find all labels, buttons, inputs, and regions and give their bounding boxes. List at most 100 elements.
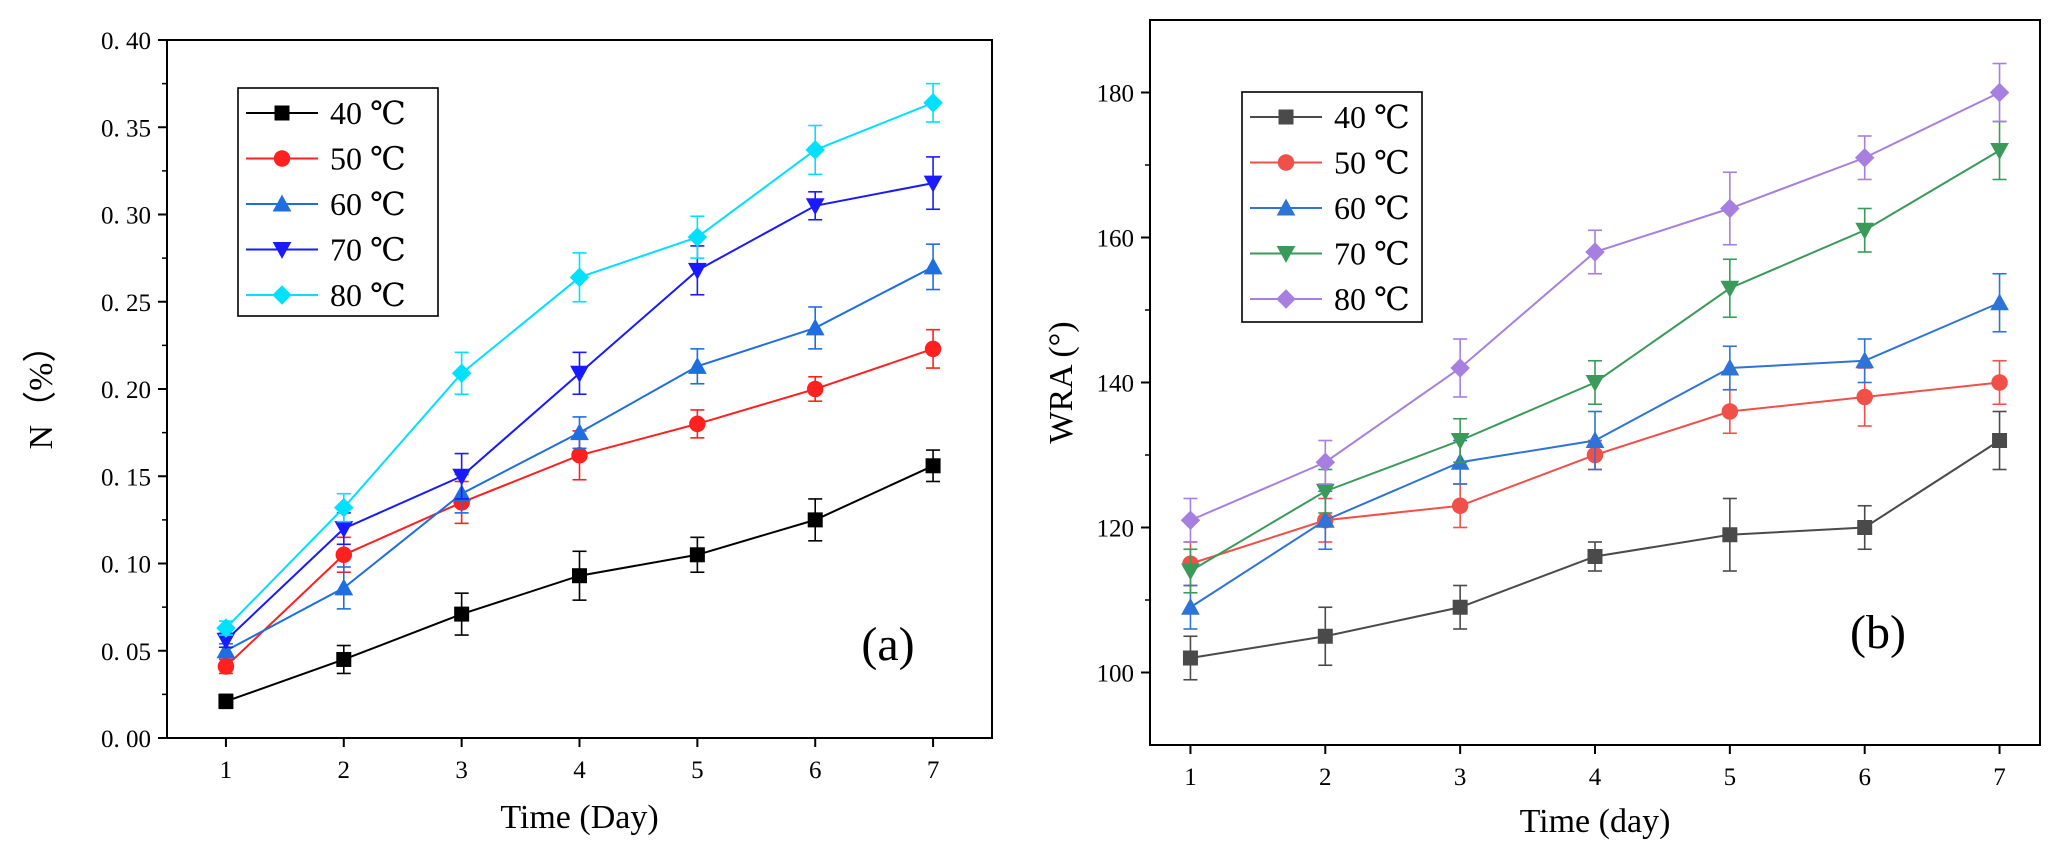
legend-label-b-1: 50 ℃ xyxy=(1334,145,1410,181)
legend-label-a-3: 70 ℃ xyxy=(330,232,406,268)
legend-marker-b-1 xyxy=(1277,154,1295,171)
data-point-b-2 xyxy=(1855,351,1875,369)
data-point-a-0 xyxy=(218,693,234,709)
data-point-b-0 xyxy=(1722,527,1738,543)
data-point-a-0 xyxy=(807,512,823,528)
data-point-a-4 xyxy=(805,140,825,160)
data-point-a-2 xyxy=(216,641,236,659)
data-point-b-1 xyxy=(1991,374,2008,391)
data-point-b-2 xyxy=(1585,431,1605,448)
y-tick-label-a: 0. 00 xyxy=(101,726,151,753)
x-tick-label-a: 7 xyxy=(927,757,940,784)
data-point-b-2 xyxy=(1315,510,1335,528)
y-axis-label-a: N（%） xyxy=(22,329,60,450)
x-tick-label-b: 4 xyxy=(1589,764,1602,791)
chart-panel-a: 1 2 3 4 5 6 7 0. 00 0. 05 0. 10 0. 15 0. 20 0. 25 0. … xyxy=(22,28,993,836)
data-point-a-1 xyxy=(689,415,706,433)
data-point-a-3 xyxy=(334,521,354,538)
data-point-a-1 xyxy=(217,658,235,675)
x-tick-label-b: 2 xyxy=(1319,764,1332,791)
y-tick-label-a: 0. 30 xyxy=(101,203,151,230)
data-point-b-4 xyxy=(1585,242,1605,262)
data-point-b-3 xyxy=(1315,483,1335,501)
data-point-a-0 xyxy=(572,568,587,584)
data-point-a-2 xyxy=(805,318,825,336)
data-point-a-3 xyxy=(923,175,943,193)
y-tick-label-b: 180 xyxy=(1097,81,1135,108)
legend-marker-a-3 xyxy=(272,242,292,259)
legend-label-a-2: 60 ℃ xyxy=(330,186,406,222)
y-tick-label-b: 120 xyxy=(1097,516,1135,543)
legend-marker-a-2 xyxy=(272,194,292,212)
data-point-a-4 xyxy=(569,267,590,288)
legend-marker-b-4 xyxy=(1276,289,1296,309)
series-line-a-1 xyxy=(225,347,934,668)
data-point-b-0 xyxy=(1587,549,1603,564)
data-point-b-4 xyxy=(1315,452,1336,472)
y-tick-label-a: 0. 10 xyxy=(101,552,151,579)
data-point-b-2 xyxy=(1990,293,2009,311)
data-point-b-4 xyxy=(1180,510,1201,530)
data-point-a-1 xyxy=(806,380,824,398)
legend-marker-b-0 xyxy=(1278,109,1294,125)
data-point-b-3 xyxy=(1990,143,2009,160)
x-tick-label-a: 6 xyxy=(809,757,822,784)
data-point-b-0 xyxy=(1992,433,2008,448)
data-point-b-1 xyxy=(1451,497,1469,514)
legend-marker-a-1 xyxy=(273,150,291,167)
y-tick-label-a: 0. 35 xyxy=(101,115,151,142)
x-tick-label-b: 1 xyxy=(1184,764,1197,791)
y-tick-label-b: 160 xyxy=(1097,226,1135,253)
data-point-a-0 xyxy=(689,547,705,563)
y-tick-label-b: 140 xyxy=(1097,371,1135,398)
x-tick-label-b: 3 xyxy=(1454,764,1467,791)
data-point-a-2 xyxy=(923,257,943,275)
y-tick-label-a: 0. 15 xyxy=(101,464,151,491)
data-point-a-3 xyxy=(452,468,472,486)
data-point-a-3 xyxy=(570,365,589,383)
legend-label-a-4: 80 ℃ xyxy=(330,277,406,313)
data-point-a-4 xyxy=(451,363,472,384)
data-point-b-4 xyxy=(1854,148,1875,168)
data-point-a-0 xyxy=(925,458,941,474)
data-point-a-1 xyxy=(924,340,942,358)
y-tick-label-a: 0. 20 xyxy=(101,377,151,404)
y-tick-label-a: 0. 40 xyxy=(101,28,151,55)
data-point-b-2 xyxy=(1720,358,1740,376)
legend-marker-b-3 xyxy=(1276,246,1296,263)
data-point-b-3 xyxy=(1450,433,1470,450)
data-point-a-4 xyxy=(923,93,943,113)
x-tick-label-b: 6 xyxy=(1858,764,1871,791)
data-point-a-2 xyxy=(570,423,589,441)
legend-marker-b-2 xyxy=(1276,198,1296,216)
x-axis-label-b: Time (day) xyxy=(1520,803,1671,840)
data-point-b-0 xyxy=(1182,650,1198,666)
data-point-b-4 xyxy=(1450,358,1470,378)
data-point-b-0 xyxy=(1317,628,1333,644)
legend-label-b-2: 60 ℃ xyxy=(1334,190,1410,226)
y-tick-label-b: 100 xyxy=(1097,661,1135,688)
data-point-a-0 xyxy=(336,651,352,667)
legend-label-a-1: 50 ℃ xyxy=(330,141,406,177)
x-tick-label-a: 2 xyxy=(338,757,351,784)
data-point-a-1 xyxy=(335,546,353,564)
y-tick-label-a: 0. 25 xyxy=(101,290,151,317)
series-line-b-1 xyxy=(1190,381,2000,565)
data-point-b-3 xyxy=(1181,563,1200,581)
chart-panel-b: 1 2 3 4 5 6 7 100 120 140 160 180 Time (day) WRA (°) (… xyxy=(1043,19,2041,840)
data-point-a-0 xyxy=(454,606,470,622)
data-point-b-3 xyxy=(1585,375,1605,392)
data-point-a-4 xyxy=(334,497,354,518)
legend-label-b-0: 40 ℃ xyxy=(1334,99,1410,135)
data-point-b-0 xyxy=(1452,599,1468,615)
data-point-a-1 xyxy=(571,447,588,464)
x-tick-label-a: 3 xyxy=(455,757,468,784)
y-axis-label-b: WRA (°) xyxy=(1043,321,1080,443)
legend-box-a xyxy=(237,87,439,317)
data-point-a-3 xyxy=(805,198,825,216)
x-tick-label-a: 1 xyxy=(220,757,233,784)
data-point-b-4 xyxy=(1989,82,2010,103)
data-point-b-1 xyxy=(1856,388,1873,406)
x-tick-label-a: 4 xyxy=(573,757,586,784)
data-point-a-2 xyxy=(334,578,354,596)
